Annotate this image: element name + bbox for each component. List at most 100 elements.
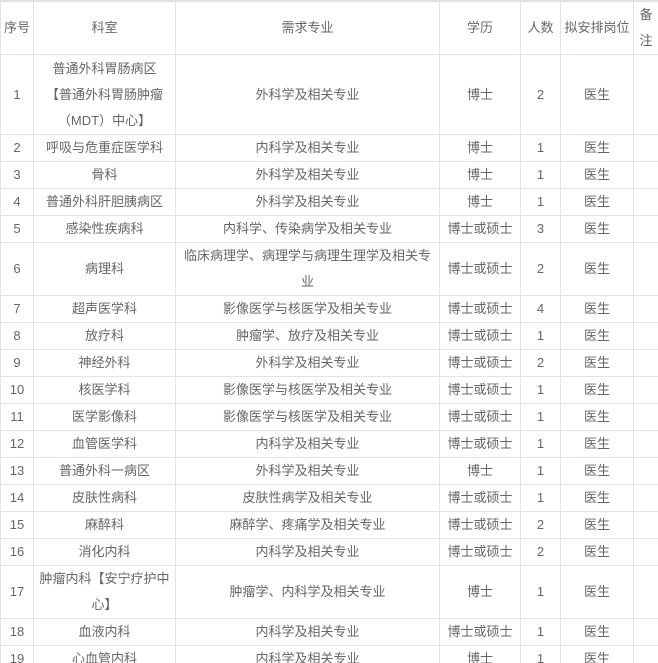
cell-number: 11 bbox=[0, 403, 34, 431]
col-header-degree: 学历 bbox=[439, 0, 521, 55]
cell-position: 医生 bbox=[560, 134, 634, 162]
cell-position: 医生 bbox=[560, 322, 634, 350]
cell-remarks bbox=[633, 161, 658, 189]
cell-count: 1 bbox=[520, 376, 561, 404]
cell-department: 消化内科 bbox=[33, 538, 176, 566]
cell-count: 1 bbox=[520, 134, 561, 162]
cell-degree: 博士或硕士 bbox=[439, 538, 521, 566]
table-row: 11 医学影像科 影像医学与核医学及相关专业 博士或硕士 1 医生 bbox=[0, 403, 658, 431]
cell-degree: 博士 bbox=[439, 161, 521, 189]
cell-count: 2 bbox=[520, 349, 561, 377]
cell-degree: 博士或硕士 bbox=[439, 349, 521, 377]
cell-number: 8 bbox=[0, 322, 34, 350]
table-row: 8 放疗科 肿瘤学、放疗及相关专业 博士或硕士 1 医生 bbox=[0, 322, 658, 350]
table-header-row: 序号 科室 需求专业 学历 人数 拟安排岗位 备注 bbox=[0, 0, 658, 55]
cell-position: 医生 bbox=[560, 457, 634, 485]
cell-degree: 博士 bbox=[439, 188, 521, 216]
cell-department: 血管医学科 bbox=[33, 430, 176, 458]
cell-count: 1 bbox=[520, 645, 561, 663]
cell-major: 临床病理学、病理学与病理生理学及相关专业 bbox=[175, 242, 440, 296]
cell-degree: 博士 bbox=[439, 565, 521, 619]
cell-remarks bbox=[633, 376, 658, 404]
cell-major: 外科学及相关专业 bbox=[175, 188, 440, 216]
cell-major: 内科学及相关专业 bbox=[175, 430, 440, 458]
cell-major: 外科学及相关专业 bbox=[175, 457, 440, 485]
cell-number: 3 bbox=[0, 161, 34, 189]
cell-position: 医生 bbox=[560, 161, 634, 189]
cell-degree: 博士 bbox=[439, 54, 521, 135]
cell-number: 10 bbox=[0, 376, 34, 404]
cell-number: 15 bbox=[0, 511, 34, 539]
cell-count: 1 bbox=[520, 161, 561, 189]
cell-major: 肿瘤学、内科学及相关专业 bbox=[175, 565, 440, 619]
table-row: 14 皮肤性病科 皮肤性病学及相关专业 博士或硕士 1 医生 bbox=[0, 484, 658, 512]
table-row: 9 神经外科 外科学及相关专业 博士或硕士 2 医生 bbox=[0, 349, 658, 377]
cell-position: 医生 bbox=[560, 565, 634, 619]
cell-major: 外科学及相关专业 bbox=[175, 349, 440, 377]
cell-count: 3 bbox=[520, 215, 561, 243]
cell-count: 1 bbox=[520, 457, 561, 485]
cell-degree: 博士 bbox=[439, 134, 521, 162]
cell-department: 神经外科 bbox=[33, 349, 176, 377]
cell-remarks bbox=[633, 645, 658, 663]
cell-major: 肿瘤学、放疗及相关专业 bbox=[175, 322, 440, 350]
cell-department: 血液内科 bbox=[33, 618, 176, 646]
cell-major: 内科学及相关专业 bbox=[175, 134, 440, 162]
cell-department: 普通外科胃肠病区 【普通外科胃肠肿瘤 （MDT）中心】 bbox=[33, 54, 176, 135]
col-header-position: 拟安排岗位 bbox=[560, 0, 634, 55]
cell-count: 1 bbox=[520, 403, 561, 431]
cell-degree: 博士或硕士 bbox=[439, 376, 521, 404]
table-row: 19 心血管内科 内科学及相关专业 博士 1 医生 bbox=[0, 645, 658, 663]
cell-remarks bbox=[633, 349, 658, 377]
cell-remarks bbox=[633, 484, 658, 512]
table-row: 3 骨科 外科学及相关专业 博士 1 医生 bbox=[0, 161, 658, 189]
cell-major: 外科学及相关专业 bbox=[175, 161, 440, 189]
table-row: 12 血管医学科 内科学及相关专业 博士或硕士 1 医生 bbox=[0, 430, 658, 458]
cell-remarks bbox=[633, 295, 658, 323]
cell-count: 1 bbox=[520, 565, 561, 619]
cell-position: 医生 bbox=[560, 538, 634, 566]
cell-count: 2 bbox=[520, 538, 561, 566]
cell-number: 14 bbox=[0, 484, 34, 512]
cell-degree: 博士或硕士 bbox=[439, 618, 521, 646]
cell-major: 内科学及相关专业 bbox=[175, 538, 440, 566]
cell-count: 2 bbox=[520, 511, 561, 539]
cell-degree: 博士或硕士 bbox=[439, 215, 521, 243]
cell-degree: 博士或硕士 bbox=[439, 484, 521, 512]
cell-number: 12 bbox=[0, 430, 34, 458]
table-row: 4 普通外科肝胆胰病区 外科学及相关专业 博士 1 医生 bbox=[0, 188, 658, 216]
cell-number: 1 bbox=[0, 54, 34, 135]
table-row: 6 病理科 临床病理学、病理学与病理生理学及相关专业 博士或硕士 2 医生 bbox=[0, 242, 658, 296]
cell-position: 医生 bbox=[560, 242, 634, 296]
table-row: 7 超声医学科 影像医学与核医学及相关专业 博士或硕士 4 医生 bbox=[0, 295, 658, 323]
cell-major: 内科学及相关专业 bbox=[175, 645, 440, 663]
cell-department: 病理科 bbox=[33, 242, 176, 296]
cell-position: 医生 bbox=[560, 295, 634, 323]
cell-department: 普通外科肝胆胰病区 bbox=[33, 188, 176, 216]
cell-degree: 博士或硕士 bbox=[439, 403, 521, 431]
cell-remarks bbox=[633, 134, 658, 162]
cell-degree: 博士或硕士 bbox=[439, 322, 521, 350]
cell-department: 皮肤性病科 bbox=[33, 484, 176, 512]
cell-department: 医学影像科 bbox=[33, 403, 176, 431]
cell-department: 核医学科 bbox=[33, 376, 176, 404]
cell-position: 医生 bbox=[560, 430, 634, 458]
col-header-number: 序号 bbox=[0, 0, 34, 55]
cell-position: 医生 bbox=[560, 376, 634, 404]
cell-count: 1 bbox=[520, 430, 561, 458]
cell-degree: 博士或硕士 bbox=[439, 295, 521, 323]
cell-position: 医生 bbox=[560, 484, 634, 512]
col-header-department: 科室 bbox=[33, 0, 176, 55]
cell-count: 1 bbox=[520, 188, 561, 216]
cell-department: 普通外科一病区 bbox=[33, 457, 176, 485]
table-row: 13 普通外科一病区 外科学及相关专业 博士 1 医生 bbox=[0, 457, 658, 485]
cell-number: 9 bbox=[0, 349, 34, 377]
cell-major: 影像医学与核医学及相关专业 bbox=[175, 295, 440, 323]
cell-major: 影像医学与核医学及相关专业 bbox=[175, 403, 440, 431]
cell-remarks bbox=[633, 430, 658, 458]
cell-department: 呼吸与危重症医学科 bbox=[33, 134, 176, 162]
cell-position: 医生 bbox=[560, 403, 634, 431]
cell-number: 18 bbox=[0, 618, 34, 646]
cell-number: 7 bbox=[0, 295, 34, 323]
table-body: 1 普通外科胃肠病区 【普通外科胃肠肿瘤 （MDT）中心】 外科学及相关专业 博士 2 医… bbox=[0, 54, 658, 663]
